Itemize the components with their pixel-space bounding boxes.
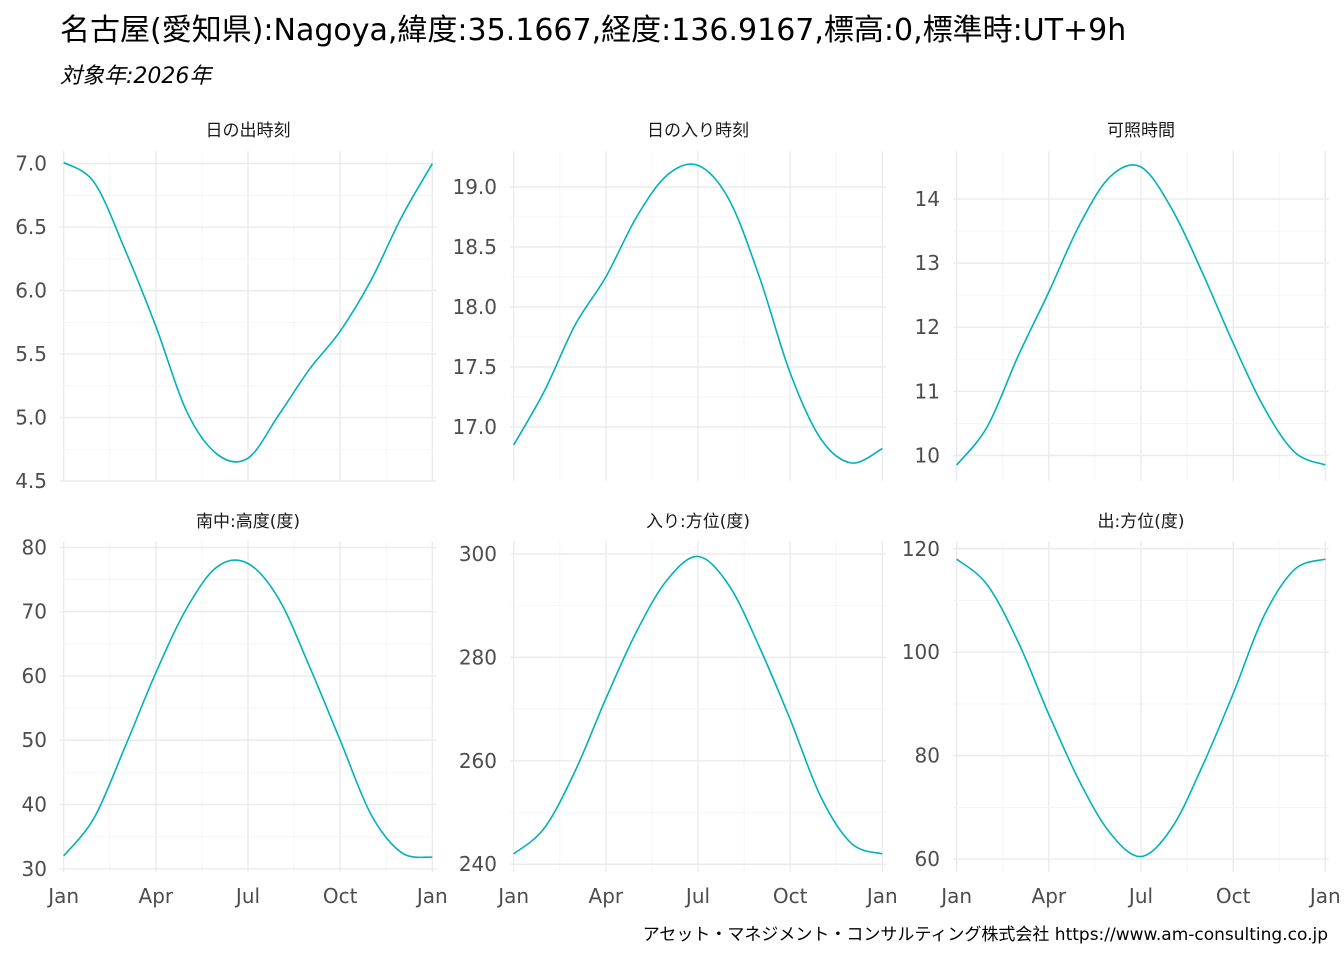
chart-caption: アセット・マネジメント・コンサルティング株式会社 https://www.am-… <box>643 925 1328 945</box>
y-tick-label: 14 <box>915 187 940 211</box>
panel-2: 日の入り時刻 17.0 17.5 18.0 18.5 19.0 <box>452 121 886 481</box>
panel-6: 出:方位(度) 60 80 100 120 Jan Apr Jul Oct Jan <box>902 512 1341 908</box>
y-tick-label: 260 <box>459 749 497 773</box>
series-line <box>956 558 1326 858</box>
x-tick-label: Jul <box>684 884 710 908</box>
x-tick-label: Oct <box>773 884 808 908</box>
panel-title: 南中:高度(度) <box>196 512 300 532</box>
gridlines <box>510 151 886 481</box>
y-tick-label: 18.5 <box>452 235 497 259</box>
y-tick-label: 280 <box>459 645 497 669</box>
y-tick-label: 50 <box>22 728 47 752</box>
chart-subtitle: 対象年:2026年 <box>60 64 213 89</box>
panel-title: 日の入り時刻 <box>647 121 749 141</box>
y-tick-label: 80 <box>915 744 940 768</box>
x-tick-label: Jan <box>1308 884 1341 908</box>
series-line <box>63 559 433 859</box>
y-tick-label: 17.5 <box>452 355 497 379</box>
y-tick-label: 40 <box>22 793 47 817</box>
y-tick-label: 240 <box>459 852 497 876</box>
y-tick-label: 11 <box>915 379 940 403</box>
y-tick-label: 18.0 <box>452 295 497 319</box>
y-tick-label: 10 <box>915 443 940 467</box>
y-tick-label: 12 <box>915 315 940 339</box>
series-line <box>63 161 433 463</box>
y-tick-label: 19.0 <box>452 175 497 199</box>
series-line <box>513 555 883 855</box>
y-tick-label: 4.5 <box>15 469 47 493</box>
panel-1: 日の出時刻 4.5 5.0 5.5 6.0 6.5 7.0 <box>15 121 436 493</box>
y-tick-label: 6.5 <box>15 215 47 239</box>
x-tick-label: Jan <box>939 884 972 908</box>
y-tick-label: 5.0 <box>15 406 47 430</box>
gridlines <box>60 151 436 482</box>
x-tick-label: Jan <box>496 884 529 908</box>
gridlines <box>60 541 436 872</box>
panel-title: 可照時間 <box>1107 121 1175 141</box>
y-tick-label: 30 <box>22 857 47 881</box>
y-tick-label: 60 <box>915 847 940 871</box>
panel-title: 入り:方位(度) <box>646 512 750 532</box>
panel-5: 入り:方位(度) 240 260 280 300 Jan Apr Jul Oct Jan <box>459 512 898 908</box>
gridlines <box>953 151 1329 481</box>
y-tick-label: 70 <box>22 600 47 624</box>
panel-title: 日の出時刻 <box>206 121 291 141</box>
chart-title: 名古屋(愛知県):Nagoya,緯度:35.1667,経度:136.9167,標… <box>60 13 1126 48</box>
y-tick-label: 80 <box>22 535 47 559</box>
y-tick-label: 17.0 <box>452 415 497 439</box>
x-tick-label: Apr <box>139 884 174 908</box>
x-tick-label: Apr <box>1032 884 1067 908</box>
y-tick-label: 100 <box>902 640 940 664</box>
y-tick-label: 5.5 <box>15 342 47 366</box>
gridlines <box>510 541 886 872</box>
panel-4: 南中:高度(度) 30 40 50 60 70 80 Jan Apr Jul Oct Jan <box>22 512 448 908</box>
x-tick-label: Jul <box>1127 884 1153 908</box>
x-tick-label: Jan <box>865 884 898 908</box>
x-tick-label: Jul <box>234 884 260 908</box>
x-tick-label: Jan <box>46 884 79 908</box>
y-tick-label: 120 <box>902 537 940 561</box>
x-tick-label: Oct <box>1216 884 1251 908</box>
gridlines <box>953 541 1329 872</box>
x-tick-label: Jan <box>415 884 448 908</box>
x-tick-label: Oct <box>323 884 358 908</box>
y-tick-label: 13 <box>915 251 940 275</box>
series-line <box>513 163 883 464</box>
facet-panels: 日の出時刻 4.5 5.0 5.5 6.0 6.5 7.0 日の入り時刻 17.0 17.5 18.… <box>15 121 1341 908</box>
y-tick-label: 7.0 <box>15 152 47 176</box>
series-line <box>956 164 1326 466</box>
x-tick-label: Apr <box>589 884 624 908</box>
panel-title: 出:方位(度) <box>1098 512 1185 532</box>
panel-3: 可照時間 10 11 12 13 14 <box>915 121 1329 481</box>
y-tick-label: 6.0 <box>15 279 47 303</box>
y-tick-label: 300 <box>459 542 497 566</box>
y-tick-label: 60 <box>22 664 47 688</box>
